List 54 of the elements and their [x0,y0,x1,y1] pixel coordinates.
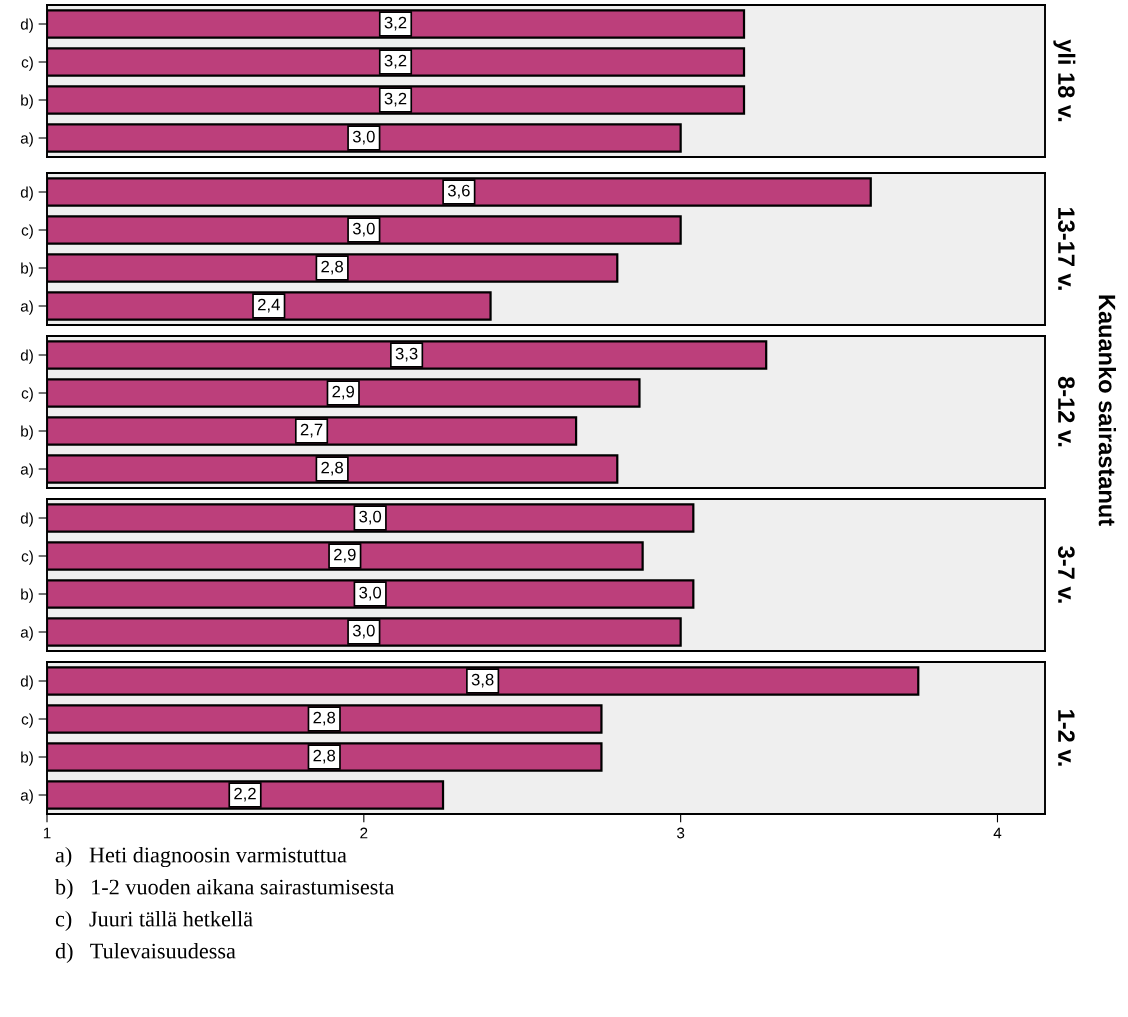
data-label: 2,8 [313,711,336,726]
data-label: 3,0 [352,130,375,145]
x-tick-label: 2 [360,827,368,839]
data-label: 2,7 [300,423,323,438]
data-label: 3,0 [352,222,375,237]
y-tick-label: a) [20,626,33,641]
y-tick-label: b) [21,94,33,109]
y-tick-label: a) [20,463,33,478]
y-tick-label: d) [20,675,33,690]
data-label: 2,4 [258,298,280,313]
y-tick-label: b) [21,262,33,277]
data-label: 2,9 [334,548,356,563]
data-label: 2,2 [234,787,256,802]
data-label: 3,0 [352,624,375,639]
y-tick-label: b) [21,425,33,440]
data-label: 3,0 [359,586,382,601]
data-label: 3,8 [471,673,494,688]
y-tick-label: a) [20,789,33,804]
y-tick-label: c) [21,224,33,239]
y-tick-label: d) [20,512,33,527]
data-label: 2,8 [321,461,343,476]
data-label: 3,3 [395,347,418,362]
text: a) Heti diagnoosin varmistuttua [55,846,347,868]
y-tick-label: b) [21,751,33,766]
y2-axis-title: 13-17 v. [1057,208,1075,290]
y2-axis-title: 1-2 v. [1058,710,1075,766]
x-tick-label: 3 [676,827,685,839]
x-tick-label: 1 [43,827,51,839]
data-label: 2,8 [313,749,336,764]
data-label: 3,2 [384,16,407,31]
y-tick-label: d) [20,18,33,33]
y-tick-label: d) [20,349,33,364]
y-tick-label: d) [20,186,33,201]
y-tick-label: a) [20,132,33,147]
data-label: 3,2 [384,54,407,69]
data-label: 3,0 [359,510,382,525]
text: d) Tulevaisuudessa [55,942,236,964]
y2-axis-title: 3-7 v. [1057,546,1075,603]
data-label: 2,8 [321,260,343,275]
data-label: 3,6 [447,184,470,199]
y-tick-label: c) [21,550,33,565]
y-tick-label: c) [21,56,33,71]
text: c) Juuri tällä hetkellä [55,910,253,932]
text: Kauanko sairastanut [1098,295,1117,526]
y2-axis-title: yli 18 v. [1053,39,1076,122]
data-label: 2,9 [332,385,355,400]
y2-axis-title: 8-12 v. [1058,376,1075,447]
y-tick-label: c) [21,387,33,402]
text: b) 1-2 vuoden aikana sairastumisesta [55,878,395,900]
data-label: 3,2 [384,92,407,107]
x-tick-label: 4 [993,827,1002,839]
y-tick-label: c) [21,713,33,728]
y-tick-label: b) [21,588,33,603]
y-tick-label: a) [20,300,33,315]
